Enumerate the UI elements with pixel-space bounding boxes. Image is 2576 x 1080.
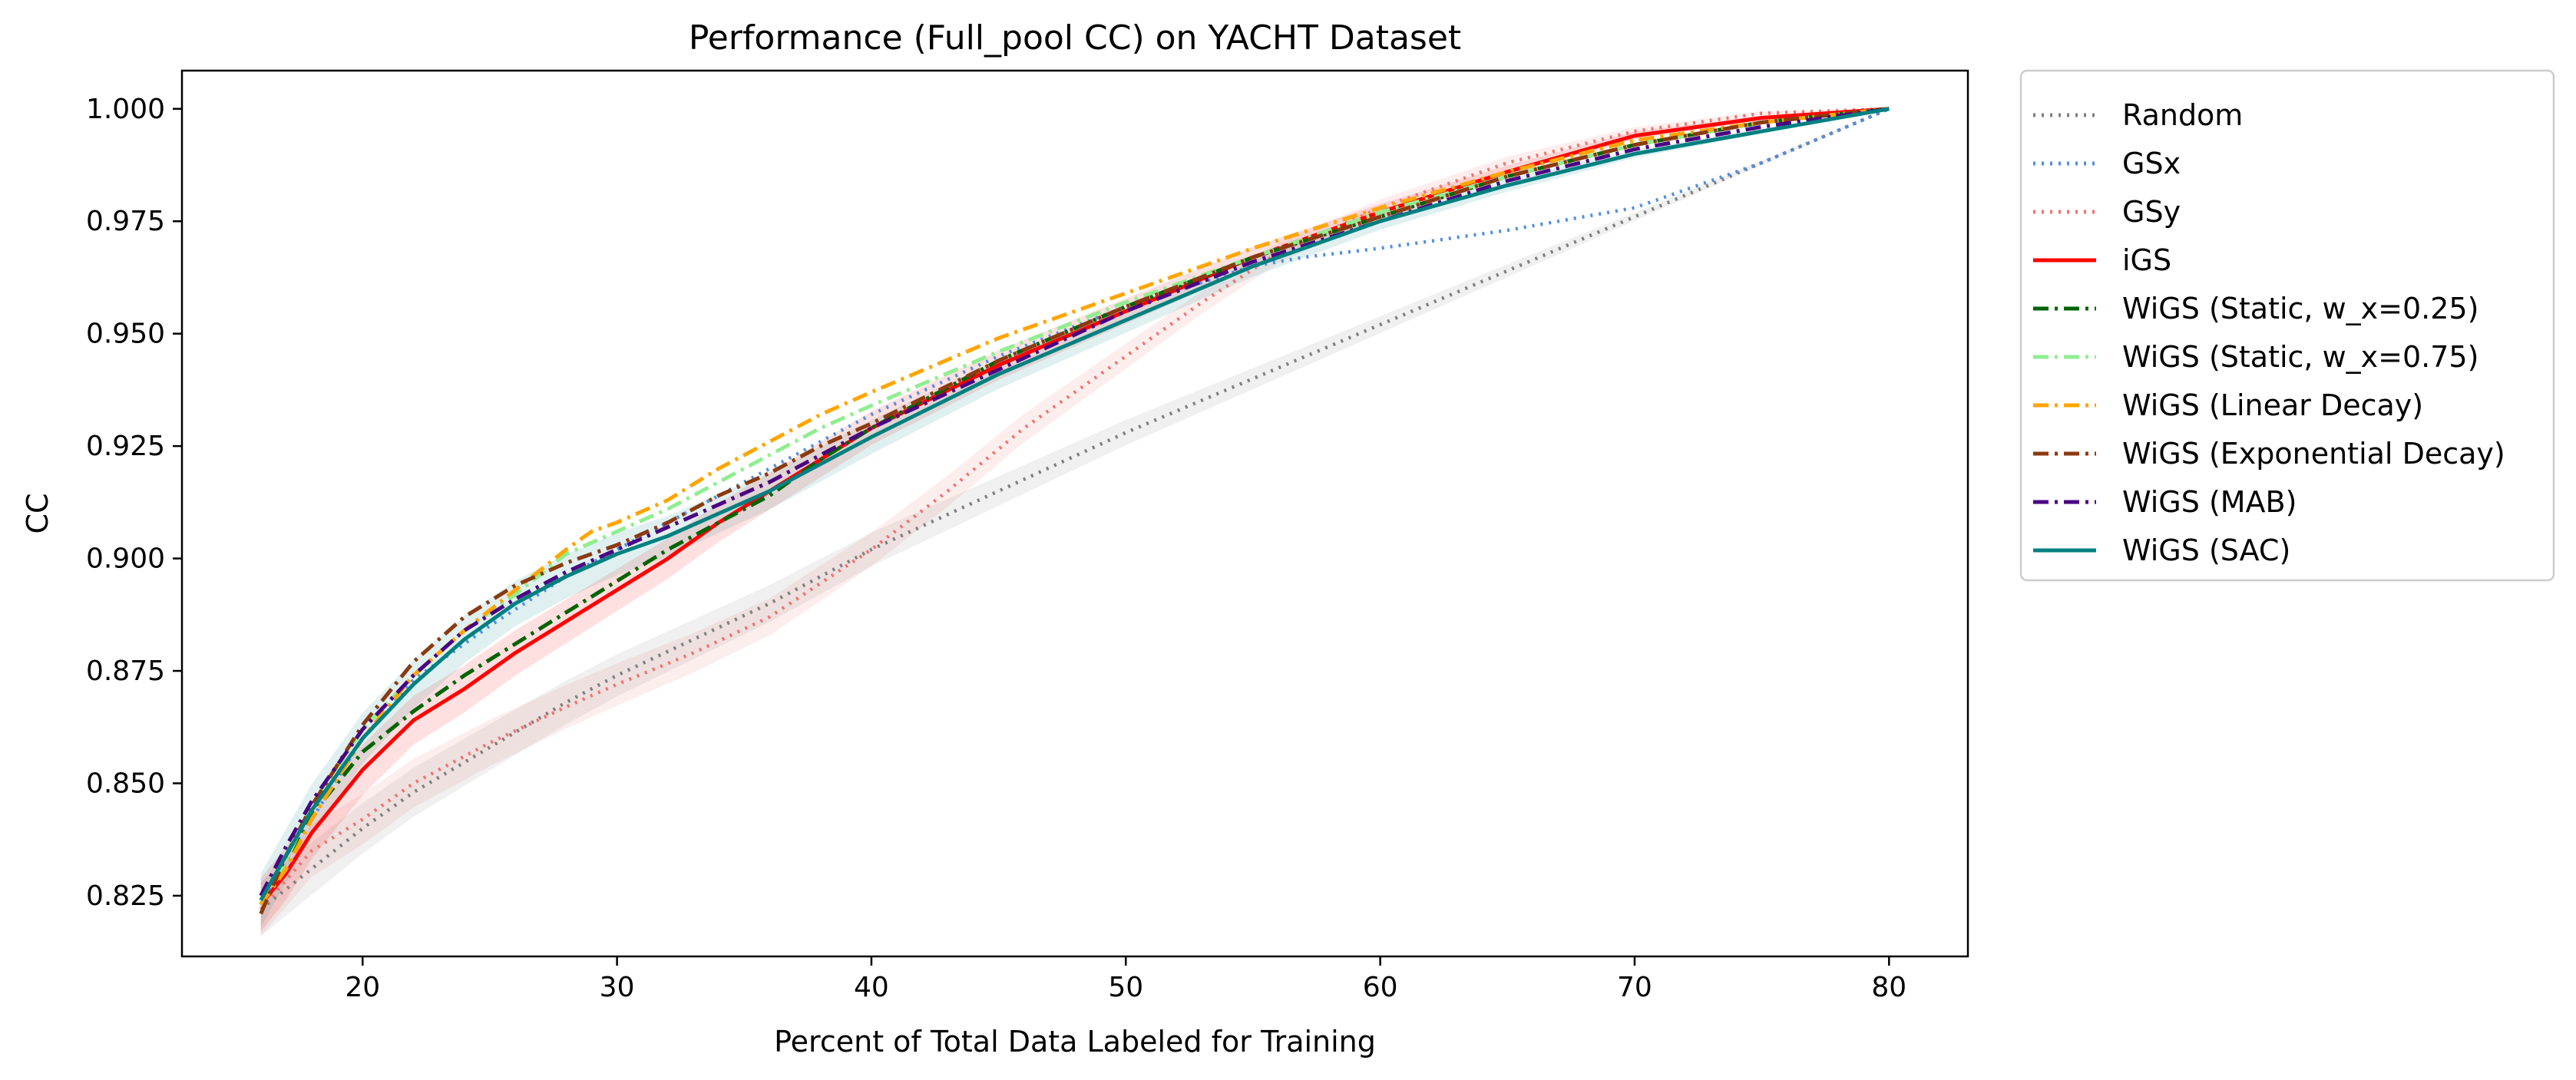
legend-label: WiGS (SAC) bbox=[2122, 533, 2290, 567]
y-tick-label: 0.825 bbox=[86, 880, 165, 912]
series-line bbox=[259, 107, 1890, 906]
legend-frame bbox=[2019, 69, 2555, 582]
y-tick-label: 0.950 bbox=[86, 319, 165, 350]
series-line bbox=[259, 107, 1890, 902]
legend-label: iGS bbox=[2122, 243, 2171, 277]
series-line bbox=[259, 107, 1890, 915]
plot-frame bbox=[180, 69, 1969, 958]
x-tick-label: 50 bbox=[1108, 972, 1143, 1003]
legend-label: WiGS (Exponential Decay) bbox=[2122, 437, 2505, 471]
x-axis-ticks: 20 30 40 50 60 70 80 bbox=[345, 956, 1906, 1003]
legend-label: Random bbox=[2122, 98, 2243, 132]
x-tick-label: 40 bbox=[854, 972, 889, 1003]
legend-label: WiGS (Static, w_x=0.25) bbox=[2122, 292, 2478, 325]
series-lines bbox=[259, 107, 1890, 915]
y-tick-label: 1.000 bbox=[86, 94, 165, 125]
x-axis-label: Percent of Total Data Labeled for Traini… bbox=[774, 1025, 1376, 1059]
x-tick-label: 60 bbox=[1363, 972, 1398, 1003]
legend-label: WiGS (Static, w_x=0.75) bbox=[2122, 340, 2478, 374]
y-axis-ticks: 0.825 0.850 0.875 0.900 0.925 0.950 0.975 1.000 bbox=[86, 94, 182, 912]
y-tick-label: 0.900 bbox=[86, 543, 165, 575]
legend-label: WiGS (Linear Decay) bbox=[2122, 388, 2423, 422]
series-line bbox=[259, 107, 1890, 897]
series-line bbox=[260, 107, 1890, 911]
legend: Random GSx GSy iGS WiGS (Static, w_x=0.25) Wi… bbox=[2019, 69, 2555, 582]
x-tick-label: 20 bbox=[345, 972, 380, 1003]
y-tick-label: 0.850 bbox=[86, 768, 165, 799]
x-tick-label: 70 bbox=[1617, 972, 1652, 1003]
series-line bbox=[259, 107, 1890, 907]
legend-label: GSx bbox=[2122, 147, 2181, 180]
chart-title: Performance (Full_pool CC) on YACHT Data… bbox=[689, 18, 1461, 58]
y-tick-label: 0.925 bbox=[86, 431, 165, 462]
series-line bbox=[259, 107, 1890, 906]
x-tick-label: 80 bbox=[1871, 972, 1906, 1003]
legend-label: GSy bbox=[2122, 195, 2181, 229]
x-tick-label: 30 bbox=[600, 972, 635, 1003]
y-axis-label: CC bbox=[21, 493, 55, 533]
y-tick-label: 0.975 bbox=[86, 206, 165, 237]
legend-label: WiGS (MAB) bbox=[2122, 485, 2297, 519]
y-tick-label: 0.875 bbox=[86, 656, 165, 687]
